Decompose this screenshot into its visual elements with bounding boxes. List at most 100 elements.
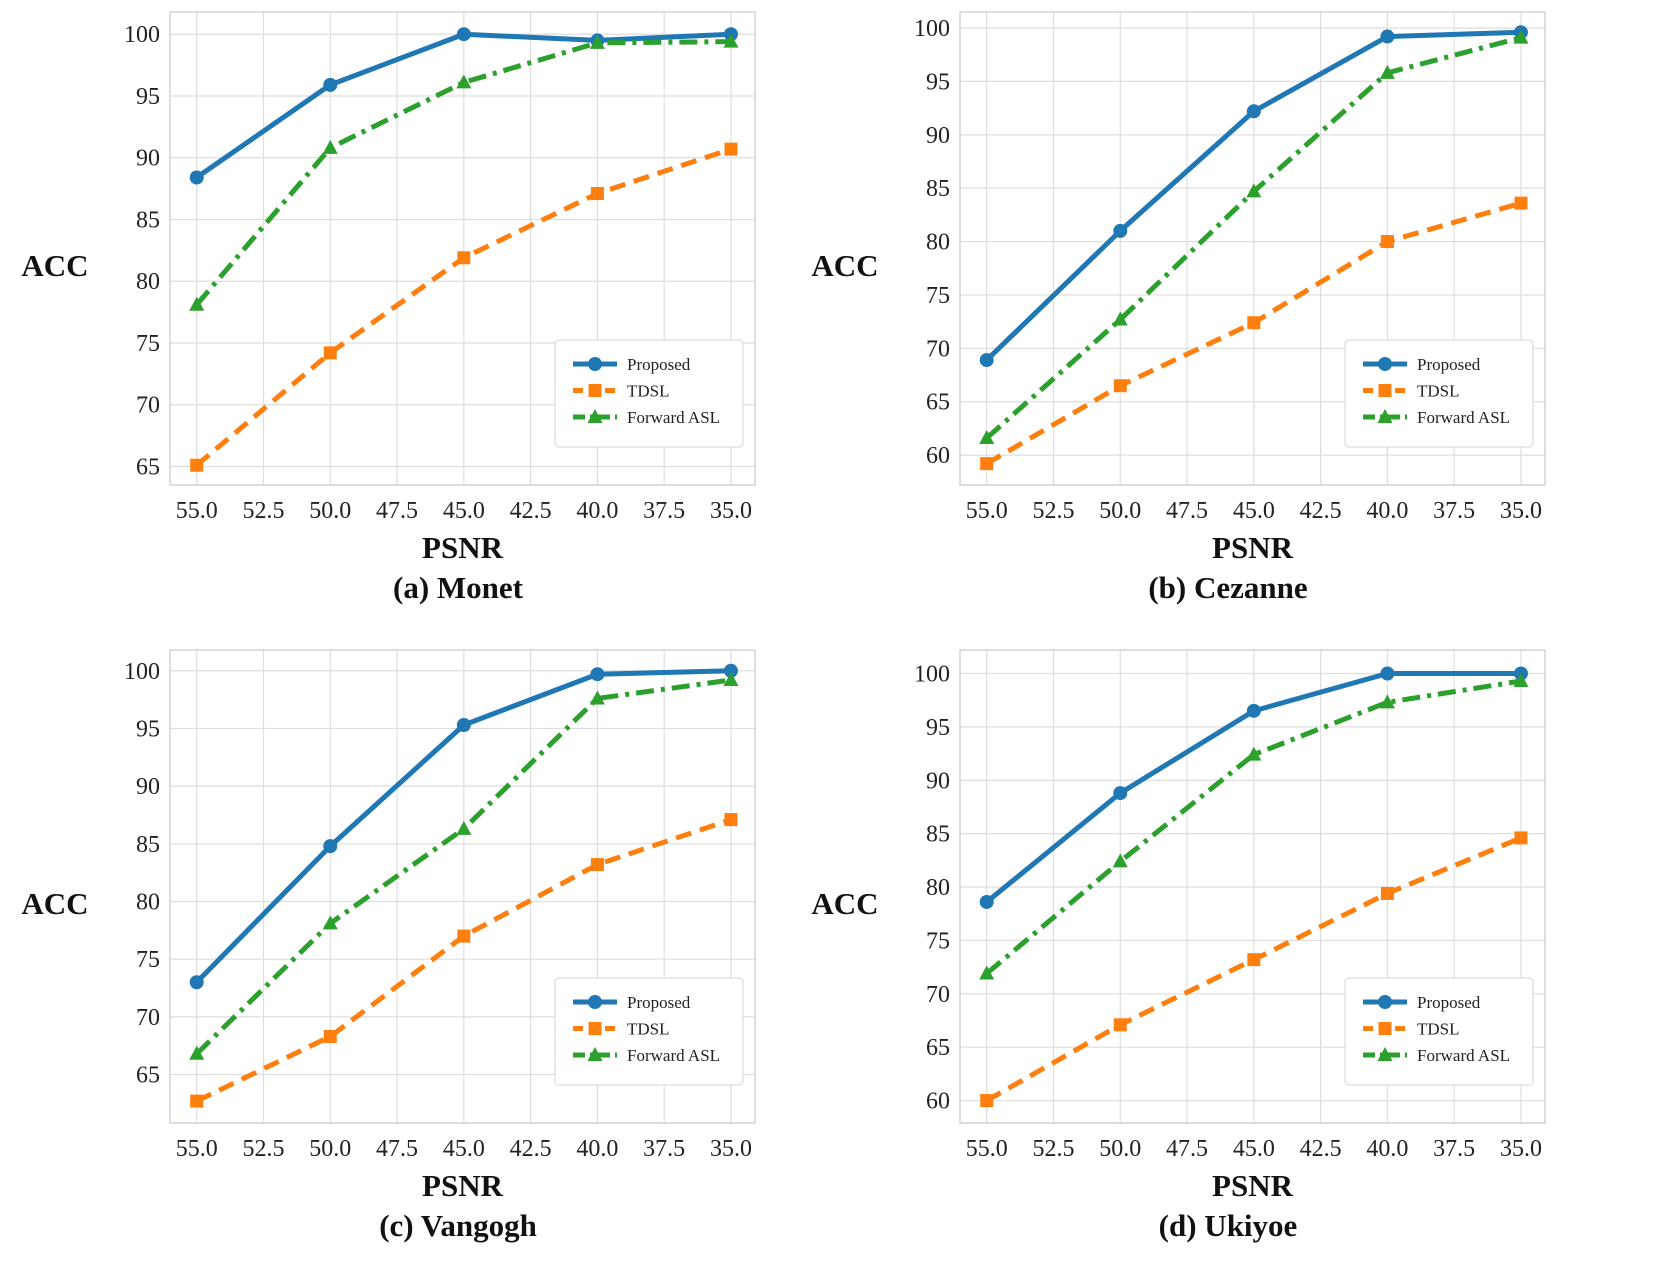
x-tick-label: 52.5 [1032, 1136, 1074, 1162]
x-tick-label: 37.5 [1433, 1136, 1475, 1162]
legend-swatch-marker [1378, 995, 1392, 1009]
legend-label: Proposed [627, 993, 691, 1012]
data-point-tdsl [190, 1094, 204, 1108]
y-tick-label: 75 [136, 947, 160, 973]
y-tick-label: 90 [926, 123, 950, 149]
y-tick-label: 95 [136, 716, 160, 742]
legend-label: Proposed [627, 355, 691, 374]
y-tick-label: 90 [136, 774, 160, 800]
data-point-proposed [1113, 223, 1128, 238]
x-tick-label: 37.5 [643, 1136, 685, 1162]
data-point-proposed [979, 894, 994, 909]
data-point-tdsl [590, 858, 604, 872]
y-tick-label: 70 [136, 393, 160, 419]
plot-frame [959, 11, 1546, 486]
plot-frame [169, 11, 756, 486]
y-tick-label: 100 [914, 16, 950, 42]
y-tick-label: 95 [136, 84, 160, 110]
data-point-proposed [590, 667, 605, 682]
data-point-forward-asl [723, 33, 739, 48]
data-point-proposed [1246, 104, 1261, 119]
legend: Proposed TDSL Forward ASL [554, 339, 744, 448]
x-tick-label: 42.5 [510, 1136, 552, 1162]
y-axis-label: ACC [21, 886, 88, 921]
x-tick-label: 35.0 [1500, 498, 1542, 524]
data-point-forward-asl [1379, 694, 1395, 709]
x-tick-label: 35.0 [710, 1136, 752, 1162]
data-point-tdsl [323, 346, 337, 360]
x-tick-label: 45.0 [1233, 498, 1275, 524]
y-tick-label: 100 [124, 22, 160, 48]
plot-frame [169, 649, 756, 1124]
data-point-proposed [979, 353, 994, 368]
x-tick-label: 37.5 [643, 498, 685, 524]
series-line-forward-asl [985, 678, 1522, 976]
y-tick-label: 70 [136, 1005, 160, 1031]
legend-label: Forward ASL [627, 1046, 720, 1065]
data-point-forward-asl [723, 671, 739, 686]
x-tick-label: 42.5 [510, 498, 552, 524]
x-tick-label: 42.5 [1300, 498, 1342, 524]
y-tick-label: 70 [926, 982, 950, 1008]
legend-box [554, 977, 744, 1086]
legend-swatch-marker [1377, 409, 1393, 423]
plot-frame [959, 649, 1546, 1124]
x-tick-label: 55.0 [966, 1136, 1008, 1162]
legend-label: Proposed [1417, 993, 1481, 1012]
data-point-tdsl [1380, 235, 1394, 249]
x-axis-label: PSNR [1212, 1168, 1294, 1203]
legend-swatch-marker [587, 409, 603, 423]
data-point-forward-asl [456, 820, 472, 835]
x-tick-label: 47.5 [376, 498, 418, 524]
y-tick-label: 85 [926, 176, 950, 202]
x-tick-label: 50.0 [309, 498, 351, 524]
data-point-forward-asl [1513, 672, 1529, 687]
legend-box [1344, 339, 1534, 448]
data-point-forward-asl [456, 74, 472, 89]
y-tick-label: 80 [926, 230, 950, 256]
data-point-forward-asl [189, 1045, 205, 1060]
y-tick-label: 65 [926, 1035, 950, 1061]
y-tick-label: 80 [136, 889, 160, 915]
legend-label: TDSL [627, 1020, 670, 1039]
y-tick-label: 80 [136, 269, 160, 295]
data-point-proposed [189, 975, 204, 990]
data-point-forward-asl [589, 34, 605, 49]
y-tick-label: 75 [136, 331, 160, 357]
chart-panel: 60 65 70 75 80 85 90 95 100 55.0 52.5 50.0 47.5 45.0 4… [811, 11, 1546, 605]
x-tick-label: 55.0 [176, 1136, 218, 1162]
y-tick-label: 65 [136, 454, 160, 480]
x-tick-label: 40.0 [576, 1136, 618, 1162]
x-tick-label: 47.5 [1166, 1136, 1208, 1162]
data-point-proposed [723, 663, 738, 678]
legend-box [554, 339, 744, 448]
x-tick-label: 45.0 [443, 498, 485, 524]
legend-box [1344, 977, 1534, 1086]
y-tick-label: 100 [124, 659, 160, 685]
x-tick-label: 55.0 [176, 498, 218, 524]
data-point-proposed [1380, 666, 1395, 681]
y-tick-label: 100 [914, 661, 950, 687]
legend-swatch-marker [1378, 357, 1392, 371]
y-tick-label: 75 [926, 283, 950, 309]
data-point-tdsl [457, 251, 471, 265]
data-point-proposed [323, 839, 338, 854]
y-tick-label: 85 [136, 207, 160, 233]
data-point-tdsl [1113, 379, 1127, 393]
data-point-tdsl [1380, 886, 1394, 900]
x-tick-label: 50.0 [309, 1136, 351, 1162]
legend-label: TDSL [1417, 382, 1460, 401]
legend-swatch-marker [1378, 384, 1392, 397]
chart-caption: (c) Vangogh [379, 1208, 537, 1243]
y-tick-label: 60 [926, 1089, 950, 1115]
legend-swatch-marker [588, 384, 602, 397]
data-point-tdsl [190, 458, 204, 472]
data-point-forward-asl [322, 139, 338, 154]
x-tick-label: 55.0 [966, 498, 1008, 524]
x-tick-label: 42.5 [1300, 1136, 1342, 1162]
legend-label: Forward ASL [1417, 1046, 1510, 1065]
x-tick-label: 35.0 [1500, 1136, 1542, 1162]
data-point-forward-asl [589, 690, 605, 705]
data-point-forward-asl [322, 915, 338, 930]
